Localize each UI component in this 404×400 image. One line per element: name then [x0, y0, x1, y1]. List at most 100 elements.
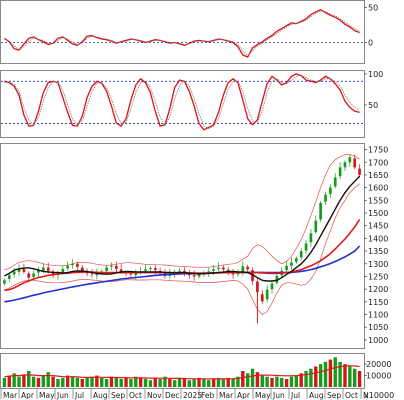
volume-bar: [318, 364, 323, 387]
volume-bar: [323, 361, 328, 387]
candle-body: [358, 168, 361, 175]
volume-bar: [90, 376, 94, 387]
candle-body: [17, 268, 21, 272]
price-tick-label: 1000: [368, 336, 388, 345]
volume-bar: [12, 373, 16, 387]
volume-bar: [197, 377, 201, 387]
volume-bar: [280, 377, 284, 387]
candle-body: [275, 275, 279, 283]
volume-bar: [129, 379, 133, 387]
candle-body: [309, 233, 313, 243]
volume-bar: [348, 366, 352, 387]
candle-body: [129, 273, 133, 275]
oscillator-middle-tick-label: 100: [368, 70, 383, 79]
candle-body: [149, 268, 152, 270]
middle-oscillator-panel: 100 50: [1, 70, 383, 131]
oscillator-top-tick-label: 0: [368, 38, 373, 47]
price-tick-label: 1350: [368, 247, 388, 256]
price-tick-label: 1100: [368, 311, 388, 320]
candle-body: [324, 194, 327, 202]
candle-body: [314, 220, 318, 233]
price-tick-label: 1750: [368, 146, 388, 155]
oscillator-middle-series-0-line: [4, 73, 360, 131]
candle-body: [46, 267, 50, 271]
x-axis-label: Mar: [3, 391, 18, 400]
x-axis-label: Jun: [272, 391, 285, 400]
candle-body: [338, 167, 342, 177]
candle-body: [71, 263, 74, 266]
price-tick-label: 1650: [368, 171, 388, 180]
volume-bar: [22, 374, 26, 387]
candle-body: [217, 267, 220, 269]
volume-bar: [46, 372, 50, 387]
volume-bar: [80, 379, 84, 387]
volume-bar: [250, 368, 255, 387]
volume-bar: [168, 379, 172, 387]
candle-body: [119, 269, 123, 272]
volume-bar: [158, 379, 162, 387]
price-tick-label: 1050: [368, 323, 388, 332]
volume-bar: [304, 371, 308, 387]
volume-panel: 20000 10000 x10000: [2, 357, 394, 400]
candle-body: [333, 177, 337, 187]
candle-body: [7, 275, 11, 279]
candle-body: [42, 267, 45, 272]
volume-bar: [148, 380, 153, 387]
x-axis-label: Jul: [74, 391, 84, 400]
candle-body: [178, 270, 181, 272]
candle-body: [90, 273, 94, 275]
volume-bar: [61, 377, 65, 387]
volume-bar: [41, 375, 46, 387]
volume-bar: [289, 376, 294, 387]
volume-bar: [314, 366, 318, 387]
volume-bar: [338, 361, 342, 387]
candle-body: [3, 280, 6, 284]
candle-body: [187, 273, 191, 276]
price-tick-label: 1500: [368, 209, 388, 218]
volume-bar: [207, 380, 211, 387]
volume-bar: [299, 373, 303, 387]
x-axis-label: Sep: [111, 391, 125, 400]
sma-short-line: [4, 175, 361, 282]
x-axis-label: Oct: [129, 391, 142, 400]
volume-bar: [31, 376, 36, 387]
volume-bar: [255, 372, 260, 387]
volume-bar: [65, 375, 70, 387]
candle-body: [153, 268, 157, 271]
volume-bar: [85, 377, 89, 387]
panel-frame-middle: [0, 70, 365, 138]
x-axis-label: Apr: [237, 391, 251, 400]
x-axis-label: Mar: [219, 391, 234, 400]
candle-body: [32, 273, 35, 277]
volume-bar: [51, 376, 55, 387]
oscillator-top-tick-label: 50: [368, 4, 378, 13]
price-tick-label: 1700: [368, 158, 388, 167]
volume-bar: [70, 376, 75, 387]
candle-body: [197, 274, 201, 277]
candle-body: [95, 273, 99, 276]
volume-bar: [114, 377, 119, 387]
candle-body: [260, 294, 264, 302]
volume-bar: [27, 371, 31, 387]
candle-body: [27, 273, 31, 278]
candle-body: [290, 262, 293, 266]
candle-body: [304, 243, 308, 251]
candle-body: [212, 269, 215, 271]
volume-bar: [231, 379, 235, 387]
volume-tick-label: 10000: [366, 372, 391, 381]
x-axis-label: May: [255, 391, 271, 400]
candle-body: [61, 268, 65, 273]
candle-body: [329, 187, 332, 194]
price-tick-label: 1450: [368, 222, 388, 231]
price-tick-label: 1250: [368, 272, 388, 281]
candle-body: [270, 283, 274, 290]
top-oscillator-panel: 50 0: [1, 4, 378, 58]
volume-bar: [134, 376, 138, 387]
volume-bar: [309, 368, 313, 387]
volume-bar: [284, 379, 289, 387]
candle-body: [192, 275, 196, 277]
volume-bar: [163, 376, 167, 387]
panel-frame-price: [0, 143, 365, 349]
volume-bar: [182, 379, 187, 387]
